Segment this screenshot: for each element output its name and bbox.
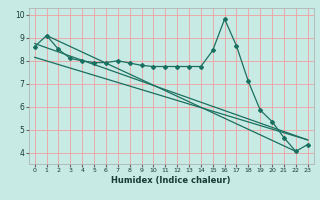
X-axis label: Humidex (Indice chaleur): Humidex (Indice chaleur) bbox=[111, 176, 231, 185]
